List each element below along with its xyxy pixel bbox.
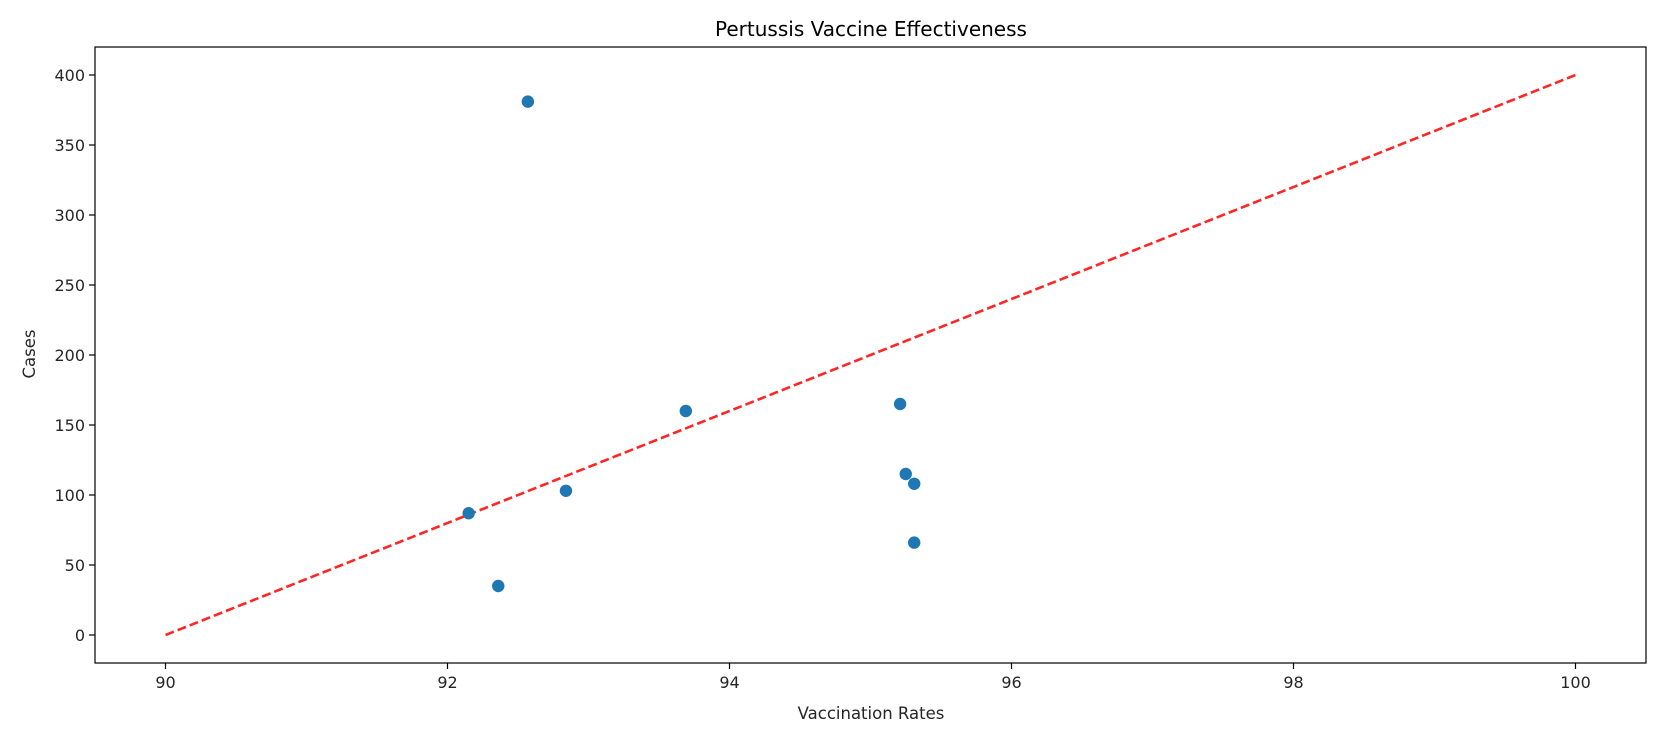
y-tick-label: 300	[54, 206, 85, 225]
x-tick-label: 98	[1283, 673, 1303, 692]
data-point	[462, 507, 475, 520]
data-point	[492, 579, 505, 593]
chart-title: Pertussis Vaccine Effectiveness	[715, 17, 1027, 41]
y-tick-label: 0	[75, 626, 85, 645]
y-tick-label: 200	[54, 346, 85, 365]
x-tick-label: 100	[1560, 673, 1591, 692]
y-axis-label: Cases	[20, 330, 39, 379]
y-tick-label: 100	[54, 486, 85, 505]
x-axis-label: Vaccination Rates	[798, 704, 945, 723]
plot-area: 90 92 94 96 98 100 0 50 100 150 200 250 300 350 400	[54, 46, 1647, 692]
data-point	[899, 467, 912, 481]
data-point	[679, 404, 692, 418]
x-tick-label: 90	[155, 673, 175, 692]
data-point	[908, 477, 921, 490]
x-tick-label: 96	[1001, 673, 1021, 692]
data-point	[559, 484, 573, 497]
y-tick-label: 150	[54, 416, 85, 435]
data-point	[521, 95, 535, 108]
data-point	[893, 397, 907, 411]
fit-line	[165, 73, 1576, 637]
y-tick-label: 350	[54, 136, 85, 155]
x-tick-label: 94	[719, 673, 739, 692]
data-point	[908, 536, 921, 549]
y-tick-label: 50	[65, 556, 85, 575]
x-tick-label: 92	[437, 673, 457, 692]
y-tick-label: 250	[54, 276, 85, 295]
y-tick-label: 400	[54, 66, 85, 85]
